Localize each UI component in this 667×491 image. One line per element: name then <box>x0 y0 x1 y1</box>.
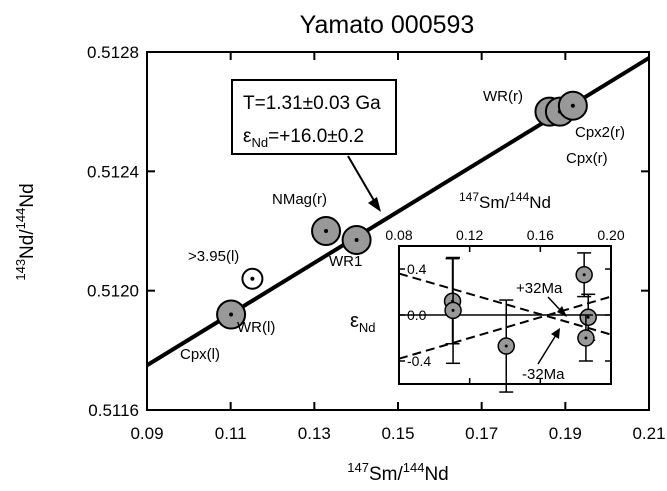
isochron-epsilon-sub: Nd <box>251 135 268 150</box>
inset-x-tick-label: 0.20 <box>597 227 624 243</box>
x-tick-label: 0.15 <box>381 424 414 443</box>
y-tick-label: 0.5128 <box>87 43 139 62</box>
data-point-center <box>229 312 234 317</box>
y-axis-label-sup1: 143 <box>13 259 28 281</box>
inset-arrow-minus32ma <box>537 334 557 365</box>
inset-x-tick-label: 0.16 <box>527 227 554 243</box>
isochron-epsilon-text: εNd=+16.0±0.2 <box>243 126 364 150</box>
inset-data-point-center <box>504 344 508 348</box>
y-axis-label-sup2: 144 <box>13 208 28 230</box>
isochron-age-text: T=1.31±0.03 Ga <box>243 93 381 114</box>
data-point-center <box>250 276 255 281</box>
isochron-annotation-arrow <box>347 155 377 205</box>
x-axis-label-sup2: 144 <box>403 460 425 475</box>
inset-reference-line <box>398 295 612 360</box>
inset-arrowhead-plus32ma <box>557 306 567 317</box>
y-axis-label-part2: Nd <box>17 183 38 207</box>
inset-y-tick-label: 0.0 <box>407 307 427 323</box>
y-tick-label: 0.5116 <box>88 401 139 420</box>
x-axis-label-part1: Sm/ <box>369 464 404 485</box>
x-tick-label: 0.09 <box>130 424 163 443</box>
inset-y-axis-label: εNd <box>350 310 376 335</box>
data-point-center <box>354 237 359 242</box>
x-axis-label-sup1: 147 <box>347 460 369 475</box>
inset-x-tick-label: 0.12 <box>456 227 483 243</box>
point-label-wr-l: WR(l) <box>237 319 275 336</box>
x-tick-label: 0.19 <box>549 424 582 443</box>
point-label-cpx-l: Cpx(l) <box>180 346 220 363</box>
y-axis-label-part1: Nd/ <box>17 229 38 259</box>
point-label-open-395: >3.95(l) <box>188 248 239 265</box>
isochron-annotation-arrowhead <box>368 197 381 212</box>
inset-y-label-sub: Nd <box>359 320 376 335</box>
inset-x-label-sup2: 144 <box>509 190 529 204</box>
inset-x-axis-label: 147Sm/144Nd <box>459 190 551 212</box>
main-data-points <box>216 90 588 330</box>
x-tick-label: 0.13 <box>298 424 331 443</box>
inset-y-tick-label: 0.4 <box>407 261 427 277</box>
inset-data-point-center <box>584 336 588 340</box>
y-axis-label: 143Nd/144Nd <box>13 183 38 280</box>
inset-y-tick-label: -0.4 <box>407 353 431 369</box>
inset-x-tick-label: 0.08 <box>385 227 412 243</box>
data-point-center <box>570 103 575 108</box>
isochron-epsilon-value: =+16.0±0.2 <box>268 126 364 147</box>
point-label-nmag-r: NMag(r) <box>272 191 327 208</box>
x-tick-label: 0.21 <box>632 424 665 443</box>
x-tick-label: 0.17 <box>465 424 498 443</box>
point-label-wr1: WR1 <box>329 253 362 270</box>
inset-y-label-symbol: ε <box>350 310 359 332</box>
isochron-epsilon-symbol: ε <box>243 126 252 147</box>
inset-axis-ticks: 0.08 0.12 0.16 0.20 -0.4 0.0 0.4 <box>385 227 625 384</box>
inset-label-minus32ma: -32Ma <box>522 366 565 383</box>
inset-x-label-sup1: 147 <box>459 190 479 204</box>
x-tick-label: 0.11 <box>215 424 247 443</box>
inset-x-label-part2: Nd <box>529 193 551 212</box>
inset-reference-line <box>398 272 612 336</box>
data-point-center <box>324 229 329 233</box>
x-axis-label: 147Sm/144Nd <box>347 460 448 485</box>
inset-arrowhead-minus32ma <box>551 328 560 339</box>
y-tick-label: 0.5120 <box>87 282 139 301</box>
chart-title: Yamato 000593 <box>300 11 475 39</box>
inset-data-point-center <box>451 308 455 312</box>
inset-reference-lines <box>398 272 612 360</box>
isochron-annotation-box <box>231 79 397 155</box>
point-label-cpx-r: Cpx(r) <box>566 150 608 167</box>
point-label-cpx2-r: Cpx2(r) <box>575 124 625 141</box>
point-label-wr-r: WR(r) <box>483 88 523 105</box>
inset-data-points <box>443 252 597 393</box>
inset-data-point-center <box>582 273 586 277</box>
x-axis-label-part2: Nd <box>424 464 448 485</box>
main-axis-ticks: 0.09 0.11 0.13 0.15 0.17 0.19 0.21 0.5116 0.5120… <box>87 43 666 443</box>
inset-x-label-part1: Sm/ <box>479 193 510 212</box>
inset-label-plus32ma: +32Ma <box>516 280 563 297</box>
inset-data-point-center <box>586 315 590 319</box>
y-tick-label: 0.5124 <box>87 162 139 181</box>
